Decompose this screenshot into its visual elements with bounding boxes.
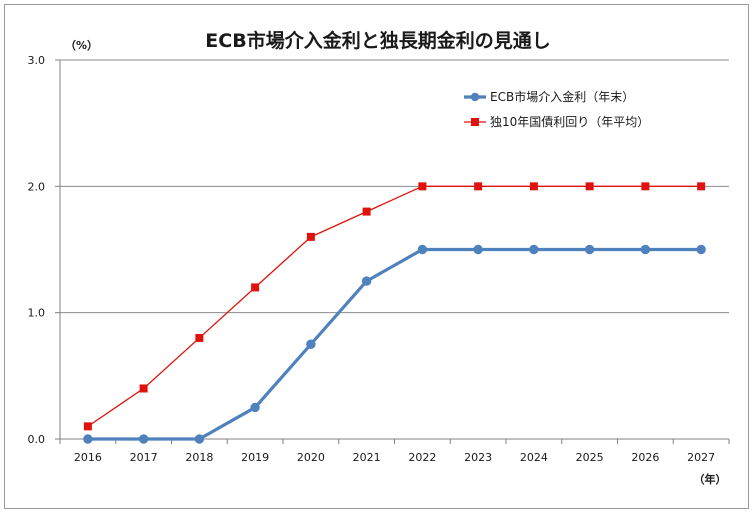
series-line [87, 185, 702, 427]
data-point [139, 384, 148, 393]
data-point [640, 244, 651, 255]
chart-frame [4, 4, 749, 509]
data-point [529, 182, 538, 191]
x-tick-label: 2021 [353, 451, 381, 464]
y-tick-label: 2.0 [28, 180, 46, 193]
data-point [251, 283, 260, 292]
data-point [83, 422, 92, 431]
x-tick-label: 2027 [687, 451, 715, 464]
data-point [194, 434, 205, 444]
x-tick-label: 2019 [241, 451, 269, 464]
data-point [306, 232, 315, 241]
data-point [584, 244, 595, 255]
data-point [529, 244, 539, 255]
legend-marker [470, 92, 480, 102]
x-tick-label: 2018 [185, 451, 213, 464]
x-tick-label: 2025 [576, 451, 604, 464]
y-tick-label: 3.0 [28, 54, 46, 67]
legend-label: 独10年国債利回り（年平均） [490, 114, 649, 129]
x-tick-label: 2020 [297, 451, 325, 464]
data-point [585, 182, 594, 191]
chart-title: ECB市場介入金利と独長期金利の見通し [205, 29, 550, 52]
data-point [473, 244, 483, 255]
legend-item: 独10年国債利回り（年平均） [464, 114, 649, 129]
y-tick-label: 0.0 [28, 433, 46, 446]
x-tick-label: 2024 [520, 451, 548, 464]
data-point [697, 182, 706, 191]
data-point [474, 182, 483, 191]
data-point [641, 182, 650, 191]
data-point [418, 182, 427, 191]
data-point [138, 434, 149, 444]
data-point [361, 276, 372, 286]
data-point [362, 207, 371, 216]
x-tick-label: 2026 [631, 451, 659, 464]
series-ecb-rate [83, 244, 706, 444]
y-axis-unit: （%） [65, 39, 98, 52]
axis-layer: 0.0 1.0 2.0 3.0 2016 2017 2018 2019 2020 2021 2022… [28, 54, 730, 464]
legend-marker [471, 118, 479, 126]
data-point [195, 333, 204, 342]
data-point [417, 244, 428, 255]
x-tick-label: 2017 [130, 451, 158, 464]
legend: ECB市場介入金利（年末） 独10年国債利回り（年平均） [464, 89, 649, 129]
x-tick-label: 2022 [408, 451, 436, 464]
x-tick-label: 2023 [464, 451, 492, 464]
data-point [250, 402, 260, 413]
x-axis-unit: （年） [694, 472, 727, 486]
data-point [83, 434, 93, 444]
y-tick-label: 1.0 [28, 307, 46, 320]
legend-item: ECB市場介入金利（年末） [464, 89, 634, 104]
series-bund-yield [83, 182, 706, 431]
data-point [696, 244, 706, 255]
x-tick-label: 2016 [74, 451, 102, 464]
data-point [306, 339, 316, 349]
legend-label: ECB市場介入金利（年末） [490, 89, 634, 104]
series-line [87, 247, 702, 441]
series-layer [83, 182, 706, 444]
